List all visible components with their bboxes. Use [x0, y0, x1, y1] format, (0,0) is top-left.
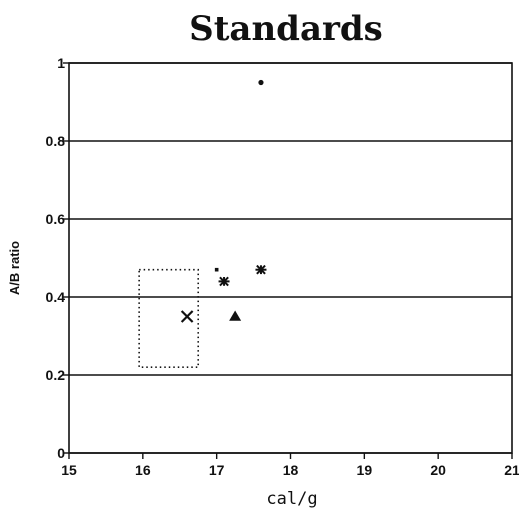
x-tick-label: 15 — [61, 462, 77, 478]
x-tick-label: 21 — [504, 462, 519, 478]
y-axis-label: A/B ratio — [7, 241, 22, 295]
y-tick-label: 0.8 — [46, 133, 66, 149]
data-point-dot — [258, 79, 264, 86]
data-point-asterisk — [255, 264, 267, 275]
x-stroke — [180, 310, 194, 323]
data-point-triangle — [229, 310, 242, 321]
axis-ticks: 0 0.2 0.4 0.6 0.8 1 15 16 17 18 19 20 21 — [46, 55, 519, 478]
point-small-dot — [214, 267, 219, 272]
y-tick-label: 0.6 — [46, 211, 66, 227]
data-point-x — [180, 310, 194, 323]
point-dot — [258, 79, 264, 86]
grid-lines — [69, 62, 512, 454]
x-tick-label: 17 — [209, 462, 225, 478]
y-tick-label: 0.2 — [46, 367, 66, 383]
x-tick-label: 16 — [135, 462, 151, 478]
plot-frame — [68, 62, 513, 454]
x-tick-label: 19 — [357, 462, 373, 478]
x-tick-label: 18 — [283, 462, 299, 478]
x-tick-label: 20 — [430, 462, 446, 478]
data-points — [180, 79, 267, 323]
y-tick-label: 1 — [57, 55, 65, 71]
data-point-asterisk — [218, 276, 230, 287]
chart-title: Standards — [189, 9, 383, 49]
point-triangle — [229, 310, 242, 321]
x-axis-label: cal/g — [266, 489, 317, 509]
y-tick-label: 0 — [57, 445, 65, 461]
data-point-small-dot — [214, 267, 219, 272]
y-tick-label: 0.4 — [46, 289, 66, 305]
